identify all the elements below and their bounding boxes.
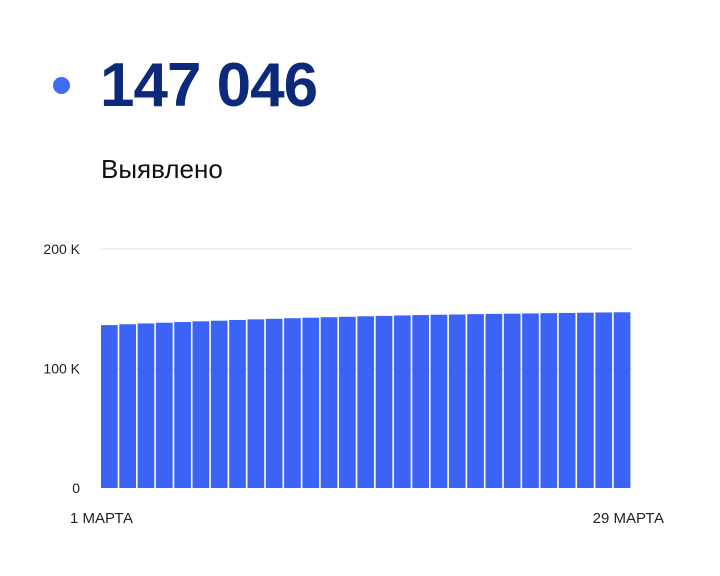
bar[interactable] <box>577 312 594 488</box>
bar[interactable] <box>192 321 210 488</box>
bar[interactable] <box>265 318 283 488</box>
bar[interactable] <box>229 319 246 488</box>
bar[interactable] <box>302 317 320 488</box>
bar[interactable] <box>137 323 155 488</box>
bar[interactable] <box>210 320 228 488</box>
chart-title: Выявлено <box>101 154 223 184</box>
bar[interactable] <box>412 315 429 488</box>
bar[interactable] <box>558 312 576 488</box>
bar[interactable] <box>430 314 448 488</box>
y-tick-label: 0 <box>72 480 80 496</box>
bar[interactable] <box>467 314 484 488</box>
accent-dot-icon <box>53 77 70 94</box>
x-tick-label: 29 МАРТА <box>593 510 664 527</box>
bar[interactable] <box>448 314 466 488</box>
x-axis-ticks: 1 МАРТА 29 МАРТА <box>70 510 664 527</box>
y-axis-ticks: 200 K 100 K 0 <box>43 241 80 496</box>
bar[interactable] <box>540 313 558 488</box>
x-tick-label: 1 МАРТА <box>70 510 133 527</box>
bar[interactable] <box>357 316 375 488</box>
bar[interactable] <box>503 313 521 488</box>
bar[interactable] <box>522 313 539 488</box>
bar[interactable] <box>613 312 631 488</box>
total-count: 147 046 <box>100 51 318 120</box>
bar[interactable] <box>485 313 503 488</box>
bar-layer <box>101 312 631 488</box>
bar[interactable] <box>247 319 265 488</box>
bar[interactable] <box>174 322 191 488</box>
y-tick-label: 100 K <box>43 361 80 377</box>
y-tick-label: 200 K <box>43 241 80 257</box>
bar[interactable] <box>393 315 411 488</box>
bar[interactable] <box>339 316 356 488</box>
bar[interactable] <box>155 322 173 488</box>
bar[interactable] <box>595 312 613 488</box>
bar[interactable] <box>101 325 118 488</box>
bar[interactable] <box>119 324 137 488</box>
bar[interactable] <box>284 318 301 488</box>
bar[interactable] <box>375 315 393 488</box>
bar[interactable] <box>320 317 338 488</box>
